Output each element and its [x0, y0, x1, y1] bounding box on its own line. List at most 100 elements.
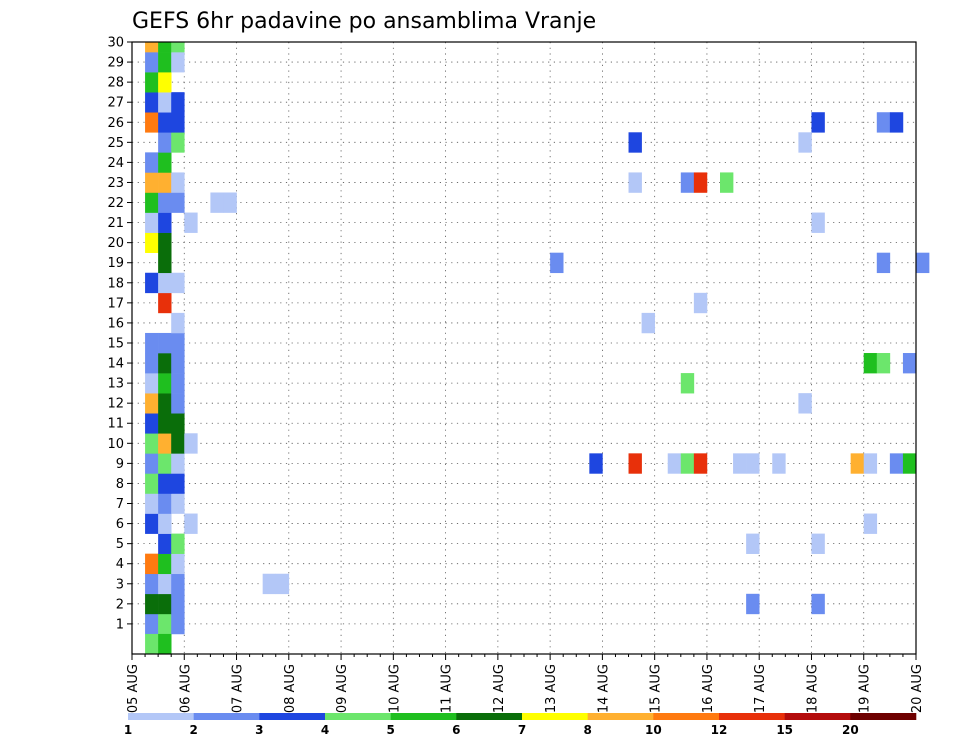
heatmap-cell — [811, 593, 825, 615]
y-tick-label: 7 — [116, 497, 124, 512]
heatmap-cell — [746, 533, 760, 554]
heatmap-cell — [158, 393, 172, 414]
heatmap-cell — [889, 453, 904, 474]
heatmap-cell — [158, 72, 172, 93]
heatmap-cell — [733, 453, 747, 474]
heatmap-cell — [158, 553, 172, 575]
legend-level-label: 1 — [124, 723, 132, 737]
x-tick-label: 05 AUG — [126, 664, 141, 713]
x-tick-label: 11 AUG — [440, 664, 455, 713]
heatmap-cell — [145, 633, 159, 655]
x-tick-label: 16 AUG — [701, 664, 716, 713]
heatmap-cell — [158, 613, 172, 635]
y-tick-label: 18 — [107, 276, 124, 291]
heatmap-cell — [145, 493, 159, 514]
heatmap-cell — [158, 212, 172, 233]
y-tick-label: 23 — [107, 176, 124, 191]
x-tick-label: 10 AUG — [387, 664, 402, 713]
y-tick-label: 1 — [116, 617, 124, 632]
legend-level-label: 8 — [583, 723, 591, 737]
x-tick-label: 14 AUG — [596, 664, 611, 713]
heatmap-cell — [158, 413, 172, 434]
heatmap-cell — [145, 112, 159, 133]
heatmap-cell — [158, 192, 172, 213]
x-tick-label: 19 AUG — [858, 664, 873, 713]
y-tick-label: 28 — [107, 76, 124, 91]
heatmap-cell — [145, 553, 159, 575]
legend-level-label: 20 — [842, 723, 859, 737]
heatmap-cell — [863, 353, 878, 374]
heatmap-cell — [171, 353, 185, 374]
heatmap-cell — [171, 92, 185, 113]
legend-level-label: 15 — [776, 723, 793, 737]
y-tick-label: 13 — [107, 377, 124, 392]
heatmap-cell — [145, 152, 159, 173]
heatmap-cell — [171, 52, 185, 73]
legend-color-swatch — [325, 713, 391, 720]
heatmap-cell — [184, 212, 198, 233]
heatmap-cell — [145, 42, 159, 53]
heatmap-cell — [184, 433, 198, 454]
y-tick-label: 22 — [107, 196, 124, 211]
heatmap-cell — [889, 112, 904, 133]
heatmap-cell — [863, 453, 878, 474]
heatmap-cell — [876, 112, 891, 133]
heatmap-cell — [145, 172, 159, 193]
x-axis: 05 AUG 06 AUG 07 AUG 08 AUG 09 AUG 10 AUG 11 A… — [126, 654, 925, 713]
heatmap-cell — [158, 292, 172, 314]
heatmap-cell — [171, 493, 185, 514]
heatmap-cell — [902, 353, 917, 374]
legend-level-label: 5 — [386, 723, 394, 737]
x-tick-label: 18 AUG — [805, 664, 820, 713]
heatmap-cell — [145, 593, 159, 615]
heatmap-cell — [798, 393, 812, 414]
heatmap-cell — [158, 513, 172, 534]
heatmap-cell — [158, 533, 172, 554]
heatmap-cell — [171, 473, 185, 494]
heatmap-cell — [171, 172, 185, 193]
x-tick-label: 17 AUG — [753, 664, 768, 713]
heatmap-cell — [145, 453, 159, 474]
heatmap-cell — [171, 373, 185, 394]
heatmap-cell — [171, 573, 185, 595]
heatmap-cell — [171, 533, 185, 554]
heatmap-cell — [145, 573, 159, 595]
heatmap-cell — [145, 232, 159, 253]
heatmap-cell — [693, 172, 708, 193]
y-tick-label: 10 — [107, 437, 124, 452]
y-tick-label: 6 — [116, 517, 124, 532]
heatmap-cell — [158, 332, 172, 354]
x-tick-label: 06 AUG — [178, 664, 193, 713]
heatmap-cell — [772, 453, 786, 474]
y-tick-label: 27 — [107, 96, 124, 111]
heatmap-cell — [863, 513, 878, 534]
heatmap-cell — [223, 192, 237, 213]
heatmap-cell — [145, 613, 159, 635]
heatmap-cell — [628, 453, 642, 474]
heatmap-cell — [589, 453, 603, 474]
chart-title: GEFS 6hr padavine po ansamblima Vranje — [132, 9, 596, 34]
heatmap-cell — [811, 112, 825, 133]
heatmap-cell — [158, 633, 172, 655]
heatmap-cell — [158, 573, 172, 595]
heatmap-cell — [158, 232, 172, 253]
heatmap-cell — [171, 132, 185, 153]
heatmap-cell — [171, 613, 185, 635]
heatmap-cell — [145, 353, 159, 374]
color-legend: 1 2 3 4 5 6 7 8 10 12 15 20 — [124, 713, 917, 737]
legend-level-label: 6 — [452, 723, 460, 737]
y-tick-label: 21 — [107, 216, 124, 231]
heatmap-cell — [720, 172, 734, 193]
heatmap-cell — [902, 453, 917, 474]
x-tick-label: 09 AUG — [335, 664, 350, 713]
heatmap-cell — [628, 132, 642, 153]
heatmap-cells — [145, 42, 930, 655]
heatmap-cell — [641, 312, 655, 334]
heatmap-cell — [145, 433, 159, 454]
legend-color-swatch — [587, 713, 654, 720]
heatmap-cell — [275, 573, 290, 595]
heatmap-cell — [158, 493, 172, 514]
legend-color-swatch — [653, 713, 720, 720]
y-tick-label: 19 — [107, 256, 124, 271]
